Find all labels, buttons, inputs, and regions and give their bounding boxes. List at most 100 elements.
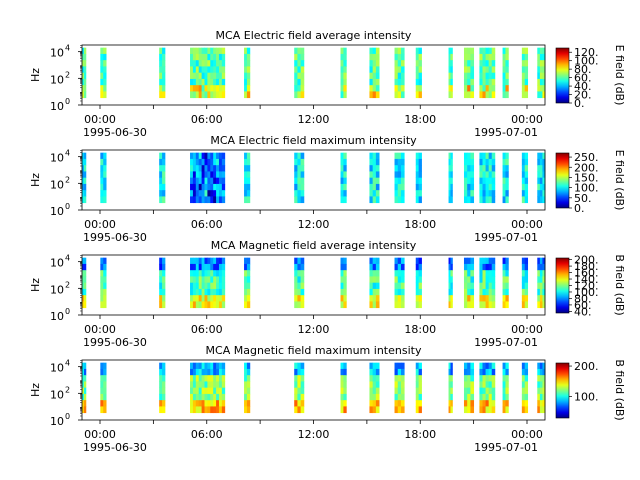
heat-cell (204, 270, 208, 277)
heat-cell (246, 183, 251, 191)
heat-cell (488, 393, 493, 401)
heat-cell (204, 177, 208, 185)
heat-cell (394, 165, 399, 172)
heat-cell (82, 177, 85, 185)
heat-cell (539, 387, 543, 395)
heat-cell (204, 66, 208, 74)
heat-cell (372, 276, 377, 284)
heat-cell (375, 171, 380, 179)
heat-cell (190, 47, 194, 55)
heat-cell (82, 78, 85, 86)
heat-cell (400, 362, 405, 370)
heat-cell (213, 72, 217, 80)
heat-cell (82, 295, 85, 302)
heat-cell (418, 91, 422, 99)
heat-cell (195, 257, 200, 265)
heat-cell (524, 60, 529, 67)
heat-cell (190, 381, 194, 389)
heat-cell (103, 288, 107, 296)
data-segment (294, 257, 305, 309)
heat-cell (488, 190, 493, 197)
heat-cell (394, 406, 399, 414)
heat-cell (482, 393, 486, 401)
heat-cell (485, 78, 490, 86)
data-segment (159, 257, 166, 309)
data-segment (340, 47, 347, 99)
heat-cell (216, 183, 220, 191)
heat-cell (294, 171, 298, 179)
heat-cell (470, 263, 475, 271)
heat-cell (159, 72, 163, 80)
heat-cell (485, 47, 490, 55)
heat-cell (100, 288, 104, 296)
heat-cell (201, 60, 205, 67)
heat-cell (542, 158, 546, 166)
heat-cell (397, 400, 402, 407)
heat-cell (343, 47, 347, 55)
heat-cell (204, 362, 208, 370)
heat-cell (482, 362, 486, 370)
heat-cell (246, 406, 251, 414)
heat-cell (192, 295, 197, 302)
heat-cell (162, 183, 166, 191)
heat-cell (294, 381, 298, 389)
data-segment (100, 257, 107, 309)
x-date-label-end: 1995-07-01 (474, 231, 538, 244)
heat-cell (467, 152, 471, 160)
heat-cell (397, 288, 402, 296)
heat-cell (343, 158, 347, 166)
heat-cell (537, 406, 541, 414)
heat-cell (537, 85, 541, 92)
heat-cell (83, 393, 87, 401)
heat-cell (343, 400, 347, 407)
heat-cell (221, 165, 226, 172)
y-axis-label: Hz (29, 68, 42, 82)
data-segment (100, 47, 107, 99)
heat-cell (340, 270, 344, 277)
heat-cell (400, 282, 405, 290)
heat-cell (210, 387, 214, 395)
data-segment (463, 152, 475, 204)
heat-cell (204, 381, 208, 389)
heat-cell (82, 393, 85, 401)
heat-cell (491, 47, 496, 55)
heat-cell (216, 85, 220, 92)
heat-cell (216, 47, 220, 55)
heat-cell (491, 78, 496, 86)
x-date-label-start: 1995-06-30 (83, 441, 147, 454)
heat-cell (83, 60, 87, 67)
heat-cell (213, 158, 217, 166)
heat-cell (204, 91, 208, 99)
heat-cell (192, 47, 197, 55)
heat-cell (542, 368, 546, 376)
heat-cell (375, 91, 380, 99)
heat-cell (100, 393, 104, 401)
heat-cell (221, 91, 226, 99)
heat-cell (485, 91, 490, 99)
heat-cell (485, 288, 490, 296)
heat-cell (400, 165, 405, 172)
heat-cell (210, 53, 214, 61)
heat-cell (479, 66, 483, 74)
heat-cell (394, 171, 399, 179)
heat-cell (340, 400, 344, 407)
heat-cell (463, 78, 468, 86)
heat-cell (210, 183, 214, 191)
heat-cell (159, 276, 163, 284)
heat-cell (83, 276, 87, 284)
heat-cell (488, 362, 493, 370)
heat-cell (195, 288, 200, 296)
heat-cell (221, 196, 226, 204)
heat-cell (521, 47, 526, 55)
heat-cell (83, 270, 87, 277)
heat-cell (103, 276, 107, 284)
heat-cell (204, 301, 208, 309)
colorbar-tick-label: 250. (574, 151, 599, 164)
heat-cell (192, 165, 197, 172)
heat-cell (192, 72, 197, 80)
heat-cell (479, 368, 483, 376)
heat-cell (218, 276, 223, 284)
heat-cell (418, 270, 422, 277)
heat-cell (198, 282, 202, 290)
heat-cell (537, 362, 541, 370)
